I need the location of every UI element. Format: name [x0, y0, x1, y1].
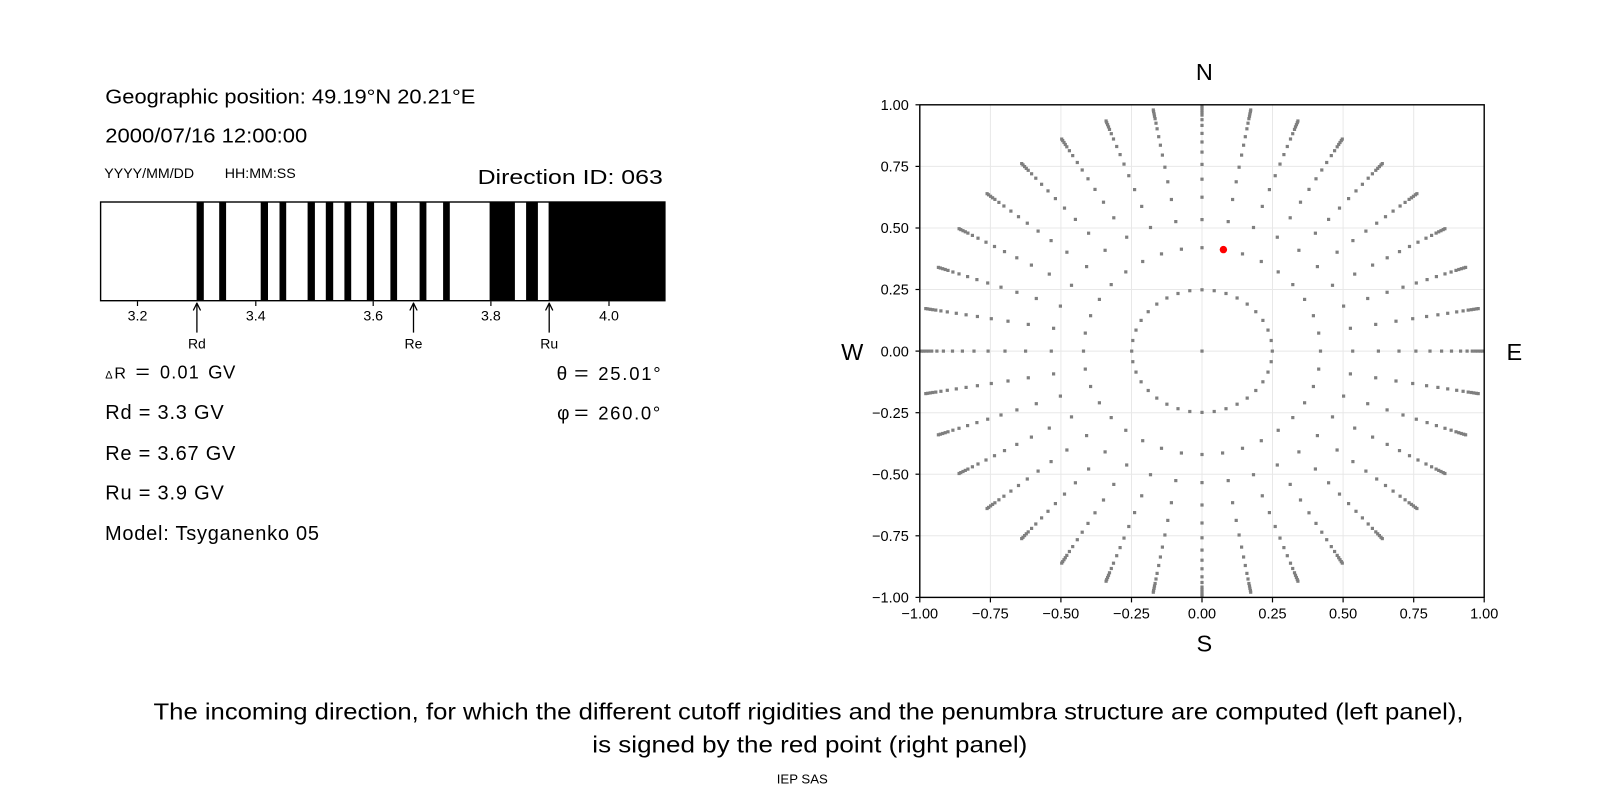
- svg-text:0.25: 0.25: [881, 283, 909, 299]
- svg-text:3.6: 3.6: [363, 308, 383, 324]
- svg-text:W: W: [841, 339, 864, 365]
- svg-text:Direction ID: 063: Direction ID: 063: [478, 166, 663, 189]
- svg-text:0.75: 0.75: [1400, 606, 1428, 622]
- svg-text:2000/07/16 12:00:00: 2000/07/16 12:00:00: [105, 126, 307, 148]
- svg-text:0.00: 0.00: [1188, 606, 1216, 622]
- svg-text:Re = 3.67 GV: Re = 3.67 GV: [105, 443, 236, 465]
- svg-text:−0.25: −0.25: [872, 406, 909, 422]
- svg-text:Rd = 3.3 GV: Rd = 3.3 GV: [105, 402, 224, 424]
- svg-text:Ru: Ru: [540, 336, 558, 352]
- svg-text:=: =: [135, 363, 150, 384]
- svg-text:−0.50: −0.50: [1043, 606, 1080, 622]
- svg-text:=: =: [574, 364, 589, 385]
- svg-text:4.0: 4.0: [599, 308, 619, 324]
- svg-text:=: =: [574, 404, 589, 425]
- svg-text:−0.25: −0.25: [1113, 606, 1150, 622]
- svg-text:Ru = 3.9 GV: Ru = 3.9 GV: [105, 482, 224, 504]
- svg-text:S: S: [1197, 630, 1213, 656]
- svg-text:YYYY/MM/DD: YYYY/MM/DD: [104, 166, 194, 182]
- svg-text:1.00: 1.00: [881, 98, 909, 114]
- svg-text:−1.00: −1.00: [872, 591, 909, 607]
- svg-text:Rd: Rd: [188, 336, 206, 352]
- svg-text:−0.50: −0.50: [872, 467, 909, 483]
- svg-text:N: N: [1196, 59, 1213, 85]
- svg-text:0.75: 0.75: [881, 160, 909, 176]
- svg-text:3.4: 3.4: [246, 308, 266, 324]
- svg-text:0.00: 0.00: [881, 344, 909, 360]
- svg-text:1.00: 1.00: [1470, 606, 1498, 622]
- svg-text:0.25: 0.25: [1258, 606, 1286, 622]
- svg-text:260.0°: 260.0°: [598, 403, 660, 424]
- svg-text:3.8: 3.8: [481, 308, 501, 324]
- svg-text:The incoming direction, for wh: The incoming direction, for which the di…: [154, 699, 1464, 725]
- svg-text:0.50: 0.50: [1329, 606, 1357, 622]
- svg-text:HH:MM:SS: HH:MM:SS: [225, 166, 296, 182]
- svg-text:25.01°: 25.01°: [598, 363, 661, 384]
- svg-text:Re: Re: [405, 336, 423, 352]
- svg-text:Δ: Δ: [105, 370, 113, 382]
- svg-text:E: E: [1507, 339, 1523, 365]
- svg-text:Geographic position: 49.19°N 2: Geographic position: 49.19°N 20.21°E: [105, 86, 475, 108]
- svg-text:GV: GV: [208, 362, 236, 383]
- svg-text:−0.75: −0.75: [872, 529, 909, 545]
- svg-text:is signed by the red point (ri: is signed by the red point (right panel): [592, 732, 1027, 758]
- svg-text:−1.00: −1.00: [901, 606, 938, 622]
- svg-text:0.01: 0.01: [160, 363, 199, 383]
- svg-text:θ: θ: [557, 364, 568, 385]
- svg-text:φ: φ: [557, 404, 569, 425]
- svg-text:Model: Tsyganenko 05: Model: Tsyganenko 05: [105, 523, 319, 545]
- svg-text:0.50: 0.50: [881, 221, 909, 237]
- svg-text:3.2: 3.2: [128, 308, 148, 324]
- svg-text:IEP SAS: IEP SAS: [777, 771, 828, 786]
- svg-text:R: R: [114, 366, 126, 383]
- svg-text:−0.75: −0.75: [972, 606, 1009, 622]
